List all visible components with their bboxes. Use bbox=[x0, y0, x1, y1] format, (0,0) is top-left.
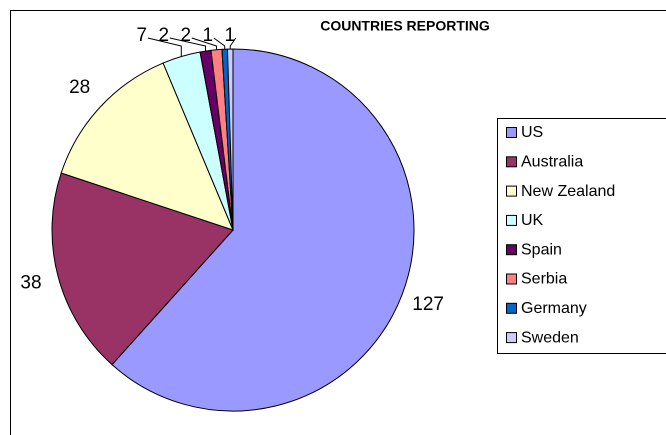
data-label: 7 bbox=[137, 25, 148, 46]
data-label: 1 bbox=[225, 25, 236, 46]
legend-label: UK bbox=[521, 212, 544, 229]
leader-line bbox=[169, 37, 207, 52]
legend-label: New Zealand bbox=[521, 183, 615, 200]
legend-label: Germany bbox=[521, 300, 587, 317]
legend-swatch bbox=[506, 156, 517, 168]
pie-slice bbox=[111, 48, 415, 412]
leader-line bbox=[191, 37, 217, 50]
legend-swatch bbox=[506, 185, 517, 197]
leader-line bbox=[147, 37, 182, 57]
data-label: 1 bbox=[203, 25, 214, 46]
data-label: 127 bbox=[412, 294, 444, 315]
pie-slice bbox=[226, 48, 234, 231]
pie-slice bbox=[60, 62, 234, 231]
legend-swatch bbox=[506, 244, 517, 256]
legend-label: Sweden bbox=[521, 329, 579, 346]
legend-swatch bbox=[506, 214, 517, 226]
leader-line bbox=[229, 37, 237, 50]
data-label: 38 bbox=[20, 273, 41, 294]
data-label: 2 bbox=[159, 25, 170, 46]
data-label: 28 bbox=[69, 77, 90, 98]
chart-title: COUNTRIES REPORTING bbox=[320, 18, 490, 34]
legend-box bbox=[497, 118, 666, 354]
legend-swatch bbox=[506, 273, 517, 285]
pie-slice bbox=[51, 172, 234, 366]
legend-label: Spain bbox=[521, 241, 562, 258]
leader-line bbox=[213, 37, 226, 50]
legend-swatch bbox=[506, 302, 517, 314]
legend-label: US bbox=[521, 124, 543, 141]
legend-label: Serbia bbox=[521, 271, 567, 288]
legend-label: Australia bbox=[521, 154, 583, 171]
data-label: 2 bbox=[181, 25, 192, 46]
legend-swatch bbox=[506, 127, 517, 138]
legend-swatch bbox=[506, 332, 517, 344]
